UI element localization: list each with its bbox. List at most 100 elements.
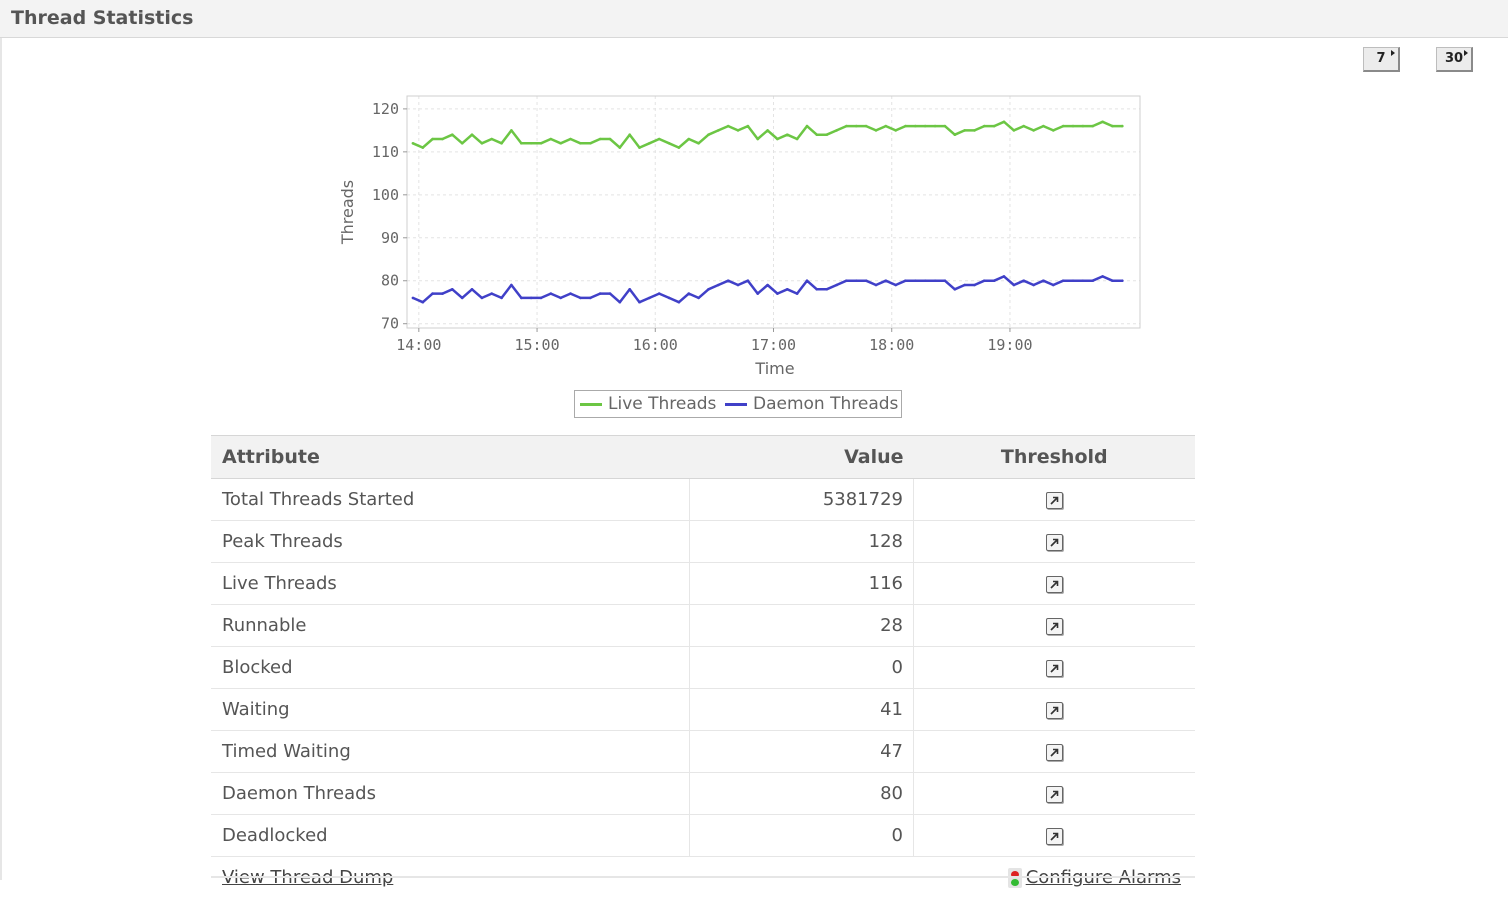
data-point — [747, 125, 750, 128]
data-point — [540, 142, 543, 145]
data-point — [934, 279, 937, 282]
data-point — [688, 292, 691, 295]
data-point — [894, 129, 897, 132]
threshold-config-icon[interactable] — [1046, 828, 1063, 845]
play-triangle-icon — [1391, 50, 1395, 56]
period-30-days-button[interactable]: 30 — [1436, 47, 1473, 72]
x-tick-label: 15:00 — [514, 336, 559, 354]
data-point — [658, 292, 661, 295]
data-point — [727, 125, 730, 128]
threshold-config-icon[interactable] — [1046, 744, 1063, 761]
y-tick-label: 120 — [372, 100, 399, 118]
data-point — [954, 288, 957, 291]
data-point — [875, 129, 878, 132]
attribute-cell: Live Threads — [211, 563, 690, 605]
period-7-days-button[interactable]: 7 — [1363, 47, 1400, 72]
legend-label-daemon: Daemon Threads — [753, 394, 898, 414]
value-cell: 41 — [690, 689, 914, 731]
data-point — [766, 284, 769, 287]
panel-left-border — [0, 38, 2, 880]
data-point — [816, 288, 819, 291]
data-point — [983, 125, 986, 128]
data-point — [737, 284, 740, 287]
threshold-cell — [914, 521, 1196, 563]
data-point — [569, 292, 572, 295]
y-tick-label: 70 — [381, 315, 399, 333]
data-point — [520, 142, 523, 145]
value-cell: 47 — [690, 731, 914, 773]
series-line-live-threads — [413, 122, 1122, 148]
data-point — [924, 279, 927, 282]
threshold-config-icon[interactable] — [1046, 618, 1063, 635]
data-point — [1082, 279, 1085, 282]
data-point — [638, 146, 641, 149]
y-tick-label: 90 — [381, 229, 399, 247]
data-point — [451, 133, 454, 136]
threshold-cell — [914, 479, 1196, 521]
data-point — [993, 279, 996, 282]
data-point — [796, 292, 799, 295]
attribute-cell: Runnable — [211, 605, 690, 647]
legend-swatch-daemon — [725, 403, 747, 406]
data-point — [412, 142, 415, 145]
data-point — [599, 292, 602, 295]
data-point — [1101, 275, 1104, 278]
data-point — [1022, 125, 1025, 128]
attribute-cell: Blocked — [211, 647, 690, 689]
threshold-config-icon[interactable] — [1046, 576, 1063, 593]
data-point — [786, 288, 789, 291]
data-point — [825, 133, 828, 136]
threshold-config-icon[interactable] — [1046, 534, 1063, 551]
threshold-config-icon[interactable] — [1046, 492, 1063, 509]
data-point — [619, 301, 622, 304]
threshold-config-icon[interactable] — [1046, 786, 1063, 803]
data-point — [993, 125, 996, 128]
data-point — [796, 138, 799, 141]
data-point — [559, 297, 562, 300]
data-point — [904, 125, 907, 128]
data-point — [1091, 125, 1094, 128]
data-point — [1052, 129, 1055, 132]
header-value: Value — [690, 436, 914, 479]
attribute-cell: Waiting — [211, 689, 690, 731]
data-point — [914, 279, 917, 282]
data-point — [806, 125, 809, 128]
data-point — [1072, 125, 1075, 128]
data-point — [579, 142, 582, 145]
data-point — [1111, 279, 1114, 282]
data-point — [1052, 284, 1055, 287]
data-point — [1082, 125, 1085, 128]
table-header-row: Attribute Value Threshold — [211, 436, 1195, 479]
legend-item-live-threads[interactable]: Live Threads — [580, 394, 716, 414]
data-point — [835, 284, 838, 287]
data-point — [1101, 121, 1104, 124]
data-point — [973, 129, 976, 132]
data-point — [944, 279, 947, 282]
x-axis-label: Time — [754, 359, 794, 378]
threshold-cell — [914, 773, 1196, 815]
legend-item-daemon-threads[interactable]: Daemon Threads — [725, 394, 898, 414]
data-point — [835, 129, 838, 132]
y-tick-label: 80 — [381, 272, 399, 290]
data-point — [1062, 125, 1065, 128]
header-threshold: Threshold — [914, 436, 1196, 479]
data-point — [678, 301, 681, 304]
threshold-config-icon[interactable] — [1046, 660, 1063, 677]
data-point — [1013, 284, 1016, 287]
value-cell: 80 — [690, 773, 914, 815]
data-point — [431, 138, 434, 141]
data-point — [628, 133, 631, 136]
y-axis-label: Threads — [338, 180, 357, 245]
data-point — [747, 279, 750, 282]
data-point — [1042, 279, 1045, 282]
period-30-label: 30 — [1445, 51, 1463, 66]
data-point — [1032, 129, 1035, 132]
legend-label-live: Live Threads — [608, 394, 716, 414]
data-point — [579, 297, 582, 300]
threshold-config-icon[interactable] — [1046, 702, 1063, 719]
